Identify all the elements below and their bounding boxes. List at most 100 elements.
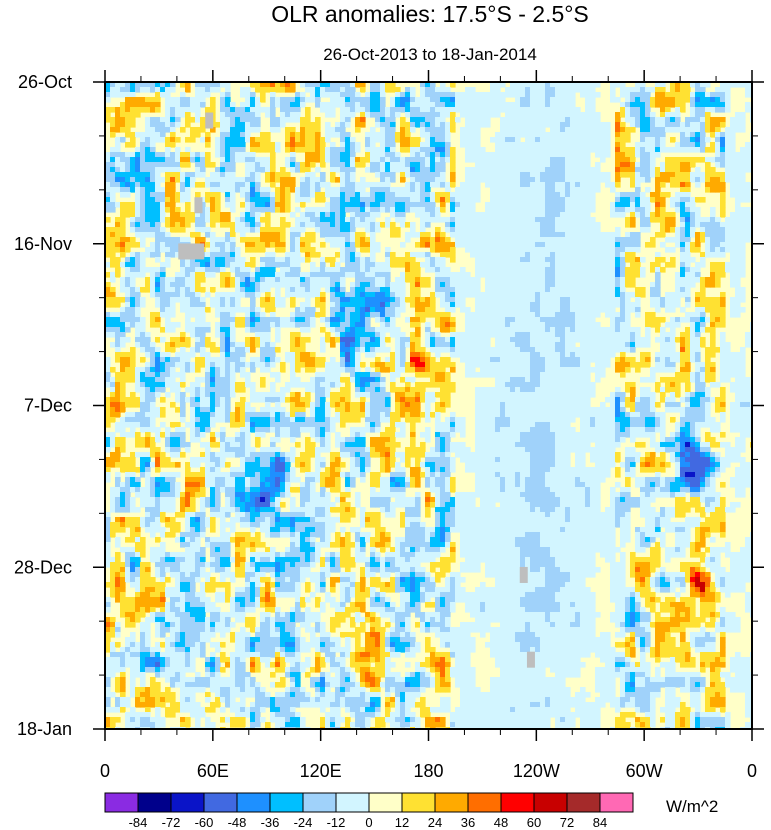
heat-cell (145, 277, 151, 283)
heat-cell (305, 302, 311, 308)
heat-cell (200, 287, 206, 293)
heat-cell (415, 162, 421, 168)
heat-cell (580, 137, 586, 143)
heat-cell (230, 182, 236, 188)
heat-cell (330, 177, 336, 183)
heat-cell (540, 97, 546, 103)
heat-cell (460, 207, 466, 213)
heat-cell (450, 202, 456, 208)
heat-cell (220, 217, 226, 223)
heat-cell (350, 297, 356, 303)
heat-cell (730, 162, 736, 168)
heat-cell (490, 277, 496, 283)
heat-cell (505, 277, 511, 283)
heat-cell (565, 247, 571, 253)
heat-cell (115, 147, 121, 153)
heat-cell (730, 127, 736, 133)
heat-cell (275, 322, 281, 328)
heat-cell (255, 157, 261, 163)
heat-cell (415, 172, 421, 178)
heat-cell (240, 307, 246, 313)
heat-cell (610, 182, 616, 188)
heat-cell (715, 272, 721, 278)
heat-cell (505, 267, 511, 273)
heat-cell (605, 127, 611, 133)
heat-cell (680, 122, 686, 128)
heat-cell (655, 282, 661, 288)
heat-cell (450, 257, 456, 263)
heat-cell (550, 207, 556, 213)
heat-cell (475, 97, 481, 103)
heat-cell (460, 307, 466, 313)
heat-cell (420, 197, 426, 203)
heat-cell (215, 237, 221, 243)
heat-cell (585, 202, 591, 208)
heatmap-field (105, 82, 752, 729)
heat-cell (450, 247, 456, 253)
heat-cell (345, 117, 351, 123)
heat-cell (520, 207, 526, 213)
heat-cell (250, 242, 256, 248)
heat-cell (545, 157, 551, 163)
heat-cell (110, 157, 116, 163)
heat-cell (565, 197, 571, 203)
heat-cell (370, 162, 376, 168)
heat-cell (250, 227, 256, 233)
heat-cell (175, 237, 181, 243)
heat-cell (265, 262, 271, 268)
heat-cell (335, 302, 341, 308)
heat-cell (225, 182, 231, 188)
heat-cell (445, 97, 451, 103)
heat-cell (385, 302, 391, 308)
heat-cell (455, 92, 461, 98)
heat-cell (420, 157, 426, 163)
heat-cell (590, 107, 596, 113)
heat-cell (355, 312, 361, 318)
heat-cell (695, 172, 701, 178)
heat-cell (425, 322, 431, 328)
heat-cell (400, 107, 406, 113)
heat-cell (250, 212, 256, 218)
heat-cell (540, 297, 546, 303)
heat-cell (270, 267, 276, 273)
heat-cell (175, 122, 181, 128)
heat-cell (525, 112, 531, 118)
heat-cell (340, 162, 346, 168)
heat-cell (595, 227, 601, 233)
heat-cell (260, 277, 266, 283)
chart-subtitle: 26-Oct-2013 to 18-Jan-2014 (323, 45, 537, 64)
heat-cell (450, 217, 456, 223)
heat-cell (320, 227, 326, 233)
heat-cell (690, 122, 696, 128)
heat-cell (690, 282, 696, 288)
heat-cell (380, 112, 386, 118)
heat-cell (135, 292, 141, 298)
heat-cell (225, 137, 231, 143)
heat-cell (650, 162, 656, 168)
heat-cell (115, 187, 121, 193)
heat-cell (505, 282, 511, 288)
heat-cell (115, 92, 121, 98)
heat-cell (330, 82, 336, 88)
heat-cell (630, 252, 636, 258)
heat-cell (585, 82, 591, 88)
heat-cell (640, 107, 646, 113)
heat-cell (400, 192, 406, 198)
heat-cell (540, 212, 546, 218)
heat-cell (565, 112, 571, 118)
heat-cell (490, 302, 496, 308)
heat-cell (340, 132, 346, 138)
heat-cell (530, 207, 536, 213)
heat-cell (210, 102, 216, 108)
heat-cell (205, 257, 211, 263)
heat-cell (665, 167, 671, 173)
heat-cell (220, 297, 226, 303)
heat-cell (170, 277, 176, 283)
heat-cell (165, 247, 171, 253)
heat-cell (565, 262, 571, 268)
heat-cell (530, 92, 536, 98)
heat-cell (405, 137, 411, 143)
heat-cell (130, 292, 136, 298)
heat-cell (310, 182, 316, 188)
heat-cell (570, 212, 576, 218)
